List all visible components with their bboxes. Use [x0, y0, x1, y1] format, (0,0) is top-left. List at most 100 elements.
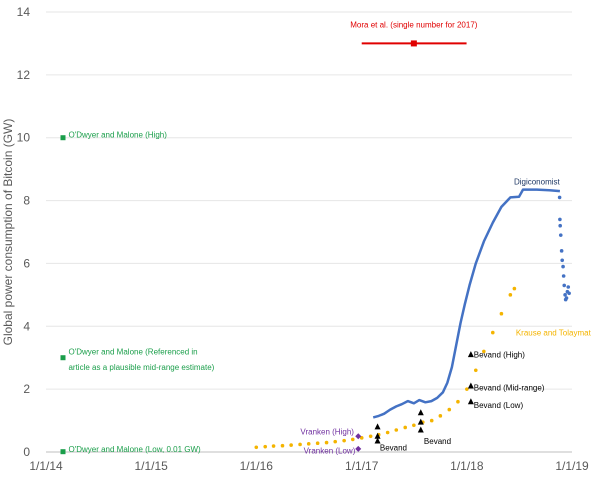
annotation-label: Bevand [380, 443, 407, 452]
series-o-dwyer-and-malone [60, 135, 66, 455]
annotation-label: O'Dwyer and Malone (Referenced in [68, 347, 197, 356]
annotation-label: O'Dwyer and Malone (High) [68, 131, 167, 140]
x-tick-label: 1/1/14 [29, 459, 63, 473]
data-point [467, 351, 474, 358]
data-point [482, 349, 486, 354]
data-point [350, 437, 355, 442]
data-point [359, 436, 364, 440]
data-point [333, 439, 338, 444]
data-point [467, 398, 474, 405]
data-point [559, 249, 564, 253]
annotation-label: Vranken (Low) [304, 446, 356, 455]
data-point [355, 433, 362, 440]
data-point [324, 440, 329, 445]
y-tick-label: 6 [23, 256, 30, 270]
data-point [60, 135, 66, 141]
series-line [372, 188, 561, 419]
y-tick-label: 2 [23, 382, 30, 396]
annotation-label: Bevand (Mid-range) [474, 384, 545, 393]
data-point [512, 286, 517, 291]
grid-lines [46, 11, 572, 390]
data-point [394, 428, 399, 432]
y-tick-label: 14 [17, 5, 31, 19]
x-tick-label: 1/1/19 [555, 459, 589, 473]
data-point [447, 407, 452, 412]
data-point [490, 330, 495, 335]
data-point [558, 217, 562, 222]
annotation-label: Mora et al. (single number for 2017) [350, 21, 478, 30]
data-point [368, 434, 373, 439]
data-point [465, 387, 469, 391]
data-point [417, 409, 424, 416]
annotation-label: Vranken (High) [300, 428, 354, 437]
series-digiconomist-scatter-tail [557, 195, 571, 302]
series-layer [60, 40, 571, 455]
data-point [438, 414, 443, 418]
annotations-layer: Mora et al. (single number for 2017) Digi… [68, 21, 591, 456]
series-bevand [374, 351, 474, 444]
data-point [429, 418, 434, 423]
y-tick-labels: 0 2 4 6 8 10 12 14 [17, 5, 31, 459]
x-tick-label: 1/1/18 [450, 459, 484, 473]
data-point [374, 437, 381, 444]
data-point [467, 382, 474, 389]
data-point [473, 368, 478, 373]
data-point [456, 399, 460, 404]
data-point [280, 443, 285, 448]
y-tick-label: 4 [23, 319, 30, 333]
data-point [342, 438, 346, 443]
y-tick-label: 0 [23, 445, 30, 459]
data-point [289, 443, 293, 447]
data-point [508, 293, 513, 297]
y-tick-label: 8 [23, 194, 30, 208]
data-point [263, 444, 268, 449]
annotation-label: O'Dwyer and Malone (Low, 0.01 GW) [68, 445, 201, 454]
series-vranken [355, 433, 362, 452]
annotation-label: article as a plausible mid-range estimat… [68, 363, 214, 372]
x-tick-labels: 1/1/14 1/1/15 1/1/16 1/1/17 1/1/18 1/1/19 [29, 459, 589, 473]
x-tick-label: 1/1/17 [345, 459, 379, 473]
data-point [306, 442, 311, 446]
data-point [567, 291, 571, 296]
annotation-label: Digiconomist [514, 178, 561, 187]
data-point [562, 283, 567, 288]
data-point [410, 40, 417, 47]
data-point [374, 432, 381, 439]
y-tick-label: 10 [17, 131, 31, 145]
x-tick-label: 1/1/15 [134, 459, 168, 473]
data-point [566, 285, 571, 289]
data-point [355, 445, 362, 452]
data-point [560, 258, 565, 263]
data-point [557, 195, 562, 200]
y-axis-title: Global power consumption of Bitcoin (GW) [1, 119, 15, 346]
annotation-label: Bevand [424, 437, 451, 446]
data-point [563, 293, 567, 297]
series-krause-and-tolaymat [254, 286, 517, 450]
data-point [417, 418, 424, 425]
series-mora-et-al-single-number-for-2017 [361, 40, 467, 47]
data-point [558, 223, 562, 228]
series-digiconomist [372, 188, 561, 419]
data-point [558, 233, 563, 237]
data-point [315, 441, 320, 446]
data-point [499, 311, 504, 316]
data-point [417, 426, 424, 433]
data-point [254, 445, 259, 450]
data-point [60, 449, 66, 455]
x-tick-label: 1/1/16 [240, 459, 274, 473]
data-point [374, 423, 381, 430]
data-point [298, 442, 302, 447]
data-point [271, 444, 276, 448]
data-point [564, 296, 569, 300]
data-point [412, 423, 416, 428]
annotation-label: Bevand (High) [474, 351, 525, 360]
y-tick-label: 12 [17, 68, 31, 82]
annotation-label: Krause and Tolaymat [516, 329, 592, 338]
data-point [403, 425, 408, 430]
annotation-label: Bevand (Low) [474, 401, 524, 410]
data-point [385, 430, 390, 435]
data-point [561, 274, 566, 278]
data-point [561, 264, 565, 269]
data-point [60, 355, 66, 361]
